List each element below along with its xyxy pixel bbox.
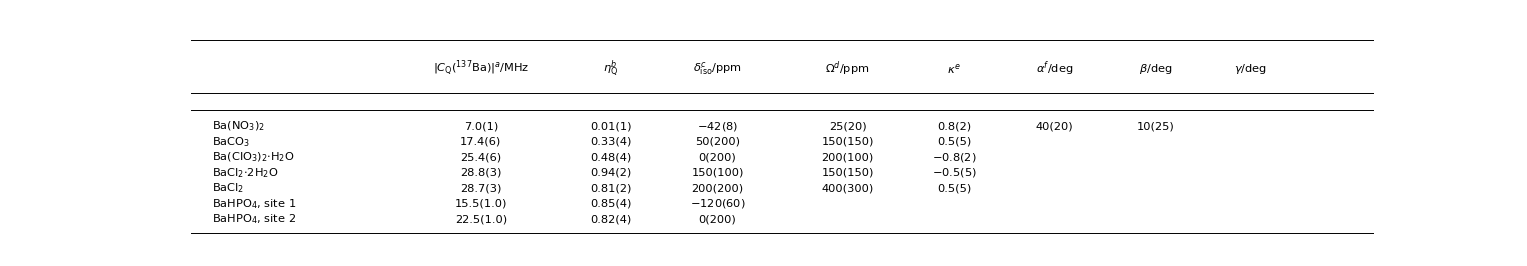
- Text: $\eta_{\mathrm{Q}}^{b}$: $\eta_{\mathrm{Q}}^{b}$: [603, 58, 618, 79]
- Text: 28.8(3): 28.8(3): [460, 168, 501, 178]
- Text: BaHPO$_4$, site 2: BaHPO$_4$, site 2: [212, 213, 296, 226]
- Text: 0(200): 0(200): [699, 152, 736, 162]
- Text: 10(25): 10(25): [1136, 121, 1174, 131]
- Text: 200(100): 200(100): [822, 152, 873, 162]
- Text: BaCl$_2$$\cdot$2H$_2$O: BaCl$_2$$\cdot$2H$_2$O: [212, 166, 278, 180]
- Text: $-$0.5(5): $-$0.5(5): [931, 166, 977, 179]
- Text: 25.4(6): 25.4(6): [460, 152, 501, 162]
- Text: 25(20): 25(20): [829, 121, 866, 131]
- Text: 0.5(5): 0.5(5): [938, 183, 971, 193]
- Text: 0.48(4): 0.48(4): [591, 152, 632, 162]
- Text: $|C_{\mathrm{Q}}(^{137}\mathrm{Ba})|^{a}/\mathrm{MHz}$: $|C_{\mathrm{Q}}(^{137}\mathrm{Ba})|^{a}…: [432, 59, 528, 78]
- Text: BaHPO$_4$, site 1: BaHPO$_4$, site 1: [212, 197, 296, 211]
- Text: $\kappa^{e}$: $\kappa^{e}$: [947, 62, 960, 76]
- Text: BaCO$_3$: BaCO$_3$: [212, 135, 250, 149]
- Text: 0.94(2): 0.94(2): [591, 168, 632, 178]
- Text: 40(20): 40(20): [1035, 121, 1073, 131]
- Text: 0.85(4): 0.85(4): [591, 199, 632, 209]
- Text: 7.0(1): 7.0(1): [464, 121, 498, 131]
- Text: 28.7(3): 28.7(3): [460, 183, 501, 193]
- Text: $\beta/\mathrm{deg}$: $\beta/\mathrm{deg}$: [1139, 62, 1173, 76]
- Text: 0.8(2): 0.8(2): [938, 121, 971, 131]
- Text: 0.01(1): 0.01(1): [591, 121, 632, 131]
- Text: 0.33(4): 0.33(4): [591, 137, 632, 147]
- Text: $\gamma/\mathrm{deg}$: $\gamma/\mathrm{deg}$: [1234, 62, 1266, 76]
- Text: 150(150): 150(150): [822, 168, 873, 178]
- Text: $\alpha^{f}/\mathrm{deg}$: $\alpha^{f}/\mathrm{deg}$: [1037, 60, 1073, 78]
- Text: $-$120(60): $-$120(60): [690, 197, 745, 210]
- Text: Ba(ClO$_3$)$_2$$\cdot$H$_2$O: Ba(ClO$_3$)$_2$$\cdot$H$_2$O: [212, 151, 295, 164]
- Text: 0.81(2): 0.81(2): [591, 183, 632, 193]
- Text: 0(200): 0(200): [699, 215, 736, 225]
- Text: $-$42(8): $-$42(8): [696, 120, 738, 133]
- Text: Ba(NO$_3$)$_2$: Ba(NO$_3$)$_2$: [212, 119, 266, 133]
- Text: $-$0.8(2): $-$0.8(2): [931, 151, 976, 164]
- Text: 22.5(1.0): 22.5(1.0): [455, 215, 507, 225]
- Text: $\Omega^{d}/\mathrm{ppm}$: $\Omega^{d}/\mathrm{ppm}$: [826, 60, 870, 78]
- Text: 17.4(6): 17.4(6): [460, 137, 501, 147]
- Text: 15.5(1.0): 15.5(1.0): [455, 199, 507, 209]
- Text: BaCl$_2$: BaCl$_2$: [212, 181, 244, 195]
- Text: 150(100): 150(100): [692, 168, 744, 178]
- Text: 200(200): 200(200): [692, 183, 744, 193]
- Text: 150(150): 150(150): [822, 137, 873, 147]
- Text: 0.5(5): 0.5(5): [938, 137, 971, 147]
- Text: $\delta_{\mathrm{iso}}^{c}/\mathrm{ppm}$: $\delta_{\mathrm{iso}}^{c}/\mathrm{ppm}$: [693, 60, 742, 77]
- Text: 0.82(4): 0.82(4): [591, 215, 632, 225]
- Text: 400(300): 400(300): [822, 183, 873, 193]
- Text: 50(200): 50(200): [695, 137, 741, 147]
